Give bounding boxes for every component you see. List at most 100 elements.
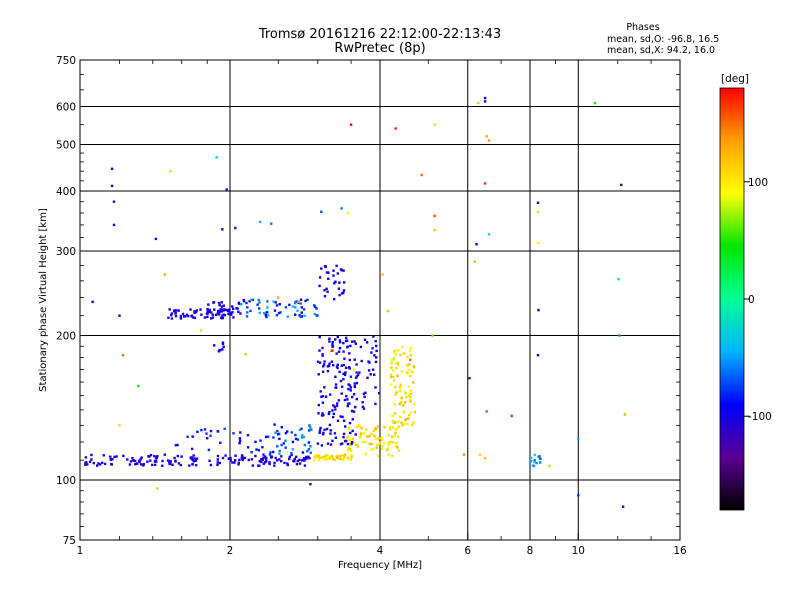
data-point [234, 459, 237, 462]
colorbar-tick-label: -100 [748, 411, 772, 423]
data-point [92, 461, 95, 465]
data-point [433, 123, 436, 126]
data-point [317, 454, 320, 457]
data-point [409, 396, 412, 399]
data-point [90, 453, 93, 457]
data-point [353, 441, 356, 444]
data-point [364, 453, 367, 456]
data-point [250, 451, 253, 454]
data-point [234, 454, 237, 457]
phases-o-stats: mean, sd,O: -96.8, 16.5 [607, 34, 719, 45]
data-point [375, 443, 379, 447]
data-point [340, 292, 344, 295]
data-point [340, 453, 343, 457]
data-point [309, 426, 312, 429]
data-point [396, 361, 400, 365]
data-point [207, 448, 211, 452]
data-point [323, 360, 326, 363]
data-point [176, 443, 179, 447]
data-point [374, 360, 378, 364]
data-point [487, 139, 491, 142]
y-tick-label: 300 [56, 246, 76, 258]
data-point [350, 340, 354, 343]
data-point [229, 459, 232, 462]
data-point [355, 425, 358, 429]
data-point [349, 431, 352, 435]
data-point [351, 437, 355, 440]
data-point [112, 200, 116, 203]
data-point [310, 428, 313, 431]
data-point [389, 440, 392, 444]
data-point [166, 459, 170, 462]
data-point [324, 395, 328, 398]
data-point [192, 460, 195, 463]
data-point [410, 370, 413, 373]
data-point [220, 316, 223, 319]
data-point [403, 423, 406, 426]
data-point [153, 454, 156, 458]
data-point [409, 354, 412, 357]
data-point [103, 462, 107, 466]
data-point [296, 459, 299, 463]
data-point [322, 365, 325, 368]
data-point [336, 419, 340, 422]
data-point [298, 458, 301, 462]
data-point [537, 308, 540, 312]
data-point [433, 228, 436, 232]
data-point [321, 433, 325, 436]
data-point [238, 437, 242, 440]
data-point [375, 344, 378, 348]
data-point [294, 300, 297, 303]
data-point [347, 366, 351, 369]
data-point [222, 304, 225, 307]
data-point [367, 360, 370, 363]
phases-title: Phases [626, 22, 659, 33]
data-point [219, 308, 222, 311]
data-point [191, 463, 194, 466]
data-point [335, 365, 339, 368]
data-point [380, 436, 383, 440]
data-point [179, 317, 183, 320]
data-point [199, 329, 203, 332]
data-point [402, 352, 406, 355]
data-point [376, 425, 379, 428]
data-point [409, 389, 412, 393]
data-point [288, 303, 291, 307]
data-point [265, 456, 268, 460]
data-point [345, 395, 348, 398]
data-point [309, 451, 312, 454]
data-point [318, 276, 322, 279]
data-point [335, 264, 338, 268]
data-point [318, 284, 321, 288]
data-point [327, 277, 330, 280]
data-point [334, 408, 337, 411]
data-point [331, 457, 335, 461]
data-point [300, 459, 304, 462]
data-point [404, 401, 407, 404]
data-point [219, 441, 222, 444]
data-point [359, 425, 362, 428]
data-point [213, 344, 216, 347]
data-point [483, 100, 487, 103]
data-point [146, 460, 149, 463]
data-point [209, 434, 212, 437]
data-point [402, 411, 405, 414]
data-point [240, 303, 243, 306]
data-point [381, 273, 384, 276]
data-point [209, 429, 213, 433]
data-point [406, 422, 409, 426]
data-point [368, 442, 371, 445]
data-point [346, 402, 350, 406]
data-point [168, 308, 171, 311]
data-point [355, 371, 358, 374]
data-point [333, 432, 337, 435]
data-point [332, 412, 335, 415]
data-point [347, 457, 350, 461]
data-point [242, 457, 245, 460]
data-point [195, 457, 199, 460]
data-point [200, 313, 203, 316]
data-point [294, 437, 298, 440]
data-point [292, 459, 295, 463]
data-point [339, 379, 343, 383]
data-point [323, 428, 326, 431]
